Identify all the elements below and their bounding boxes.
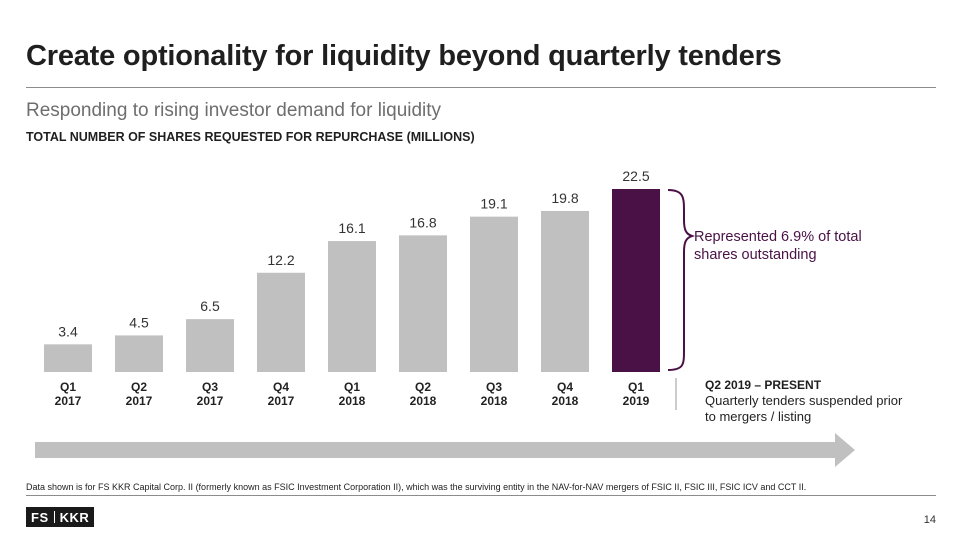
- bar-q4-2018: [541, 210, 589, 372]
- x-tick-year: 2019: [623, 394, 650, 408]
- chart-title: TOTAL NUMBER OF SHARES REQUESTED FOR REP…: [26, 130, 475, 144]
- footnote: Data shown is for FS KKR Capital Corp. I…: [26, 482, 807, 492]
- x-tick-year: 2017: [126, 394, 153, 408]
- x-tick-quarter: Q1: [344, 380, 360, 394]
- timeline-arrow-shape: [35, 433, 855, 467]
- note-body: Quarterly tenders suspended prior to mer…: [705, 393, 903, 424]
- x-tick-year: 2017: [197, 394, 224, 408]
- x-tick-year: 2018: [339, 394, 366, 408]
- bar-q1-2019: [612, 189, 660, 372]
- company-logo: FS KKR: [26, 507, 95, 527]
- x-tick-quarter: Q1: [628, 380, 644, 394]
- note-heading: Q2 2019 – PRESENT: [705, 378, 822, 392]
- x-tick-quarter: Q2: [131, 380, 147, 394]
- logo-fs: FS: [31, 509, 49, 525]
- bar-q4-2017: [257, 272, 305, 372]
- x-tick-year: 2018: [552, 394, 579, 408]
- x-tick-year: 2018: [481, 394, 508, 408]
- bar-value-label: 6.5: [200, 298, 220, 314]
- x-tick-year: 2018: [410, 394, 437, 408]
- bar-chart: 3.4Q120174.5Q220176.5Q3201712.2Q4201716.…: [44, 168, 696, 410]
- x-tick-year: 2017: [268, 394, 295, 408]
- bar-value-label: 19.1: [480, 196, 507, 212]
- bar-value-label: 12.2: [267, 252, 294, 268]
- logo-kkr: KKR: [59, 509, 90, 525]
- title-divider: [26, 87, 936, 88]
- x-tick-year: 2017: [55, 394, 82, 408]
- x-tick-quarter: Q3: [486, 380, 502, 394]
- bar-value-label: 4.5: [129, 314, 149, 330]
- page-subtitle: Responding to rising investor demand for…: [26, 100, 442, 121]
- page-number: 14: [923, 514, 936, 526]
- callout-text: Represented 6.9% of total shares outstan…: [694, 229, 862, 263]
- footer-divider: [26, 495, 936, 496]
- bar-q2-2017: [115, 335, 163, 372]
- bar-value-label: 22.5: [622, 168, 649, 184]
- page-title: Create optionality for liquidity beyond …: [26, 40, 782, 72]
- bar-value-label: 16.1: [338, 220, 365, 236]
- bar-q3-2017: [186, 319, 234, 372]
- bar-q1-2017: [44, 344, 92, 372]
- bar-q1-2018: [328, 241, 376, 372]
- timeline-arrow: [35, 433, 855, 467]
- x-tick-quarter: Q4: [273, 380, 289, 394]
- x-tick-quarter: Q3: [202, 380, 218, 394]
- callout-brace: [667, 189, 696, 371]
- bar-value-label: 3.4: [58, 323, 78, 339]
- logo-separator: [53, 511, 55, 523]
- x-tick-quarter: Q1: [60, 380, 76, 394]
- bar-value-label: 16.8: [409, 214, 436, 230]
- bar-q3-2018: [470, 216, 518, 372]
- bar-value-label: 19.8: [551, 190, 578, 206]
- bar-q2-2018: [399, 235, 447, 372]
- x-tick-quarter: Q2: [415, 380, 431, 394]
- x-tick-quarter: Q4: [557, 380, 573, 394]
